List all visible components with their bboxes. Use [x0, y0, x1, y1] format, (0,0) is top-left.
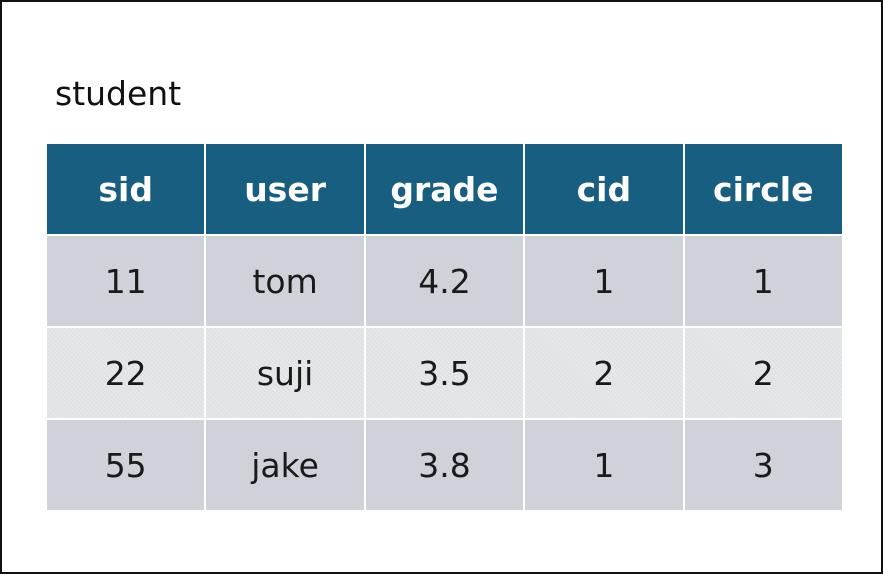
student-table: sid user grade cid circle 11 tom 4.2 1 1… — [44, 142, 844, 512]
cell-cid: 1 — [523, 234, 685, 328]
cell-user: jake — [204, 418, 366, 512]
table-header: sid user grade cid circle — [44, 142, 844, 236]
column-header-cid: cid — [523, 142, 685, 236]
cell-user: suji — [204, 326, 366, 420]
column-header-grade: grade — [363, 142, 526, 236]
column-header-circle: circle — [682, 142, 844, 236]
cell-grade: 4.2 — [363, 234, 526, 328]
table-body: 11 tom 4.2 1 1 22 suji 3.5 2 2 55 jake 3… — [44, 234, 844, 512]
cell-sid: 11 — [44, 234, 207, 328]
cell-sid: 22 — [44, 326, 207, 420]
column-header-sid: sid — [44, 142, 207, 236]
cell-circle: 1 — [682, 234, 844, 328]
cell-circle: 2 — [682, 326, 844, 420]
cell-cid: 1 — [523, 418, 685, 512]
cell-grade: 3.8 — [363, 418, 526, 512]
table-row: 11 tom 4.2 1 1 — [44, 234, 844, 328]
table-row: 22 suji 3.5 2 2 — [44, 326, 844, 420]
header-row: sid user grade cid circle — [44, 142, 844, 236]
cell-grade: 3.5 — [363, 326, 526, 420]
cell-cid: 2 — [523, 326, 685, 420]
column-header-user: user — [204, 142, 366, 236]
cell-sid: 55 — [44, 418, 207, 512]
table-row: 55 jake 3.8 1 3 — [44, 418, 844, 512]
cell-user: tom — [204, 234, 366, 328]
cell-circle: 3 — [682, 418, 844, 512]
table-title: student — [55, 74, 182, 113]
